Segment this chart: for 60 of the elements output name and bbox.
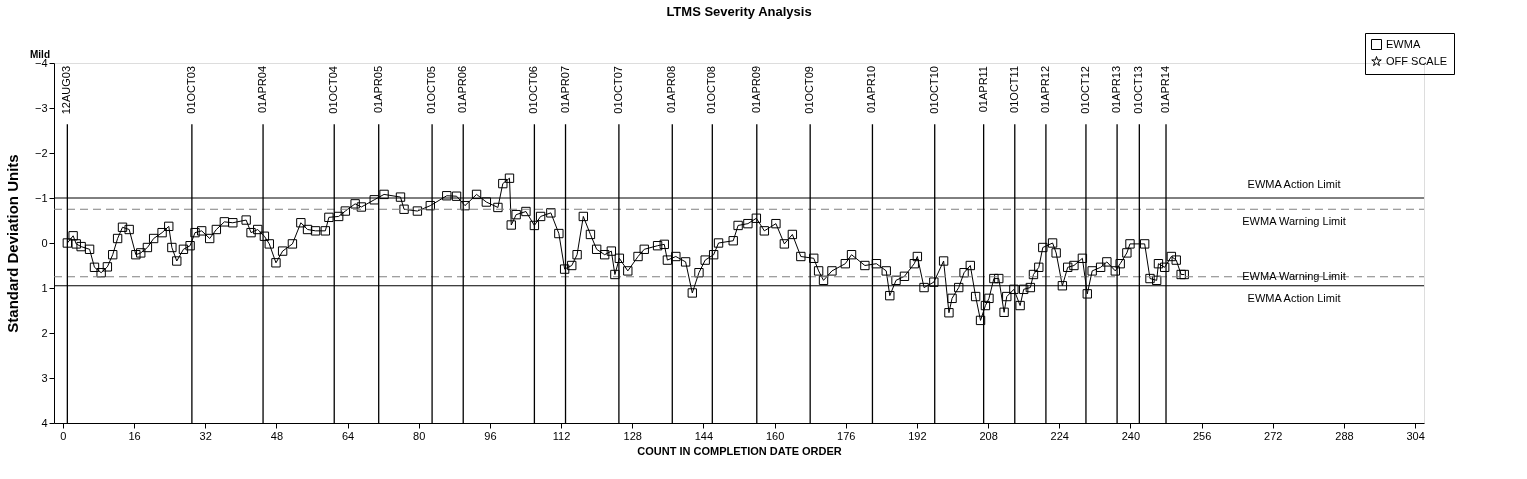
x-tick-label: 16 bbox=[128, 429, 141, 442]
ref-line-label: EWMA Action Limit bbox=[1247, 291, 1341, 304]
ref-line-label: 01OCT03 bbox=[184, 66, 197, 114]
ref-line-label: 01APR13 bbox=[1110, 66, 1123, 114]
ref-line-label: 01APR04 bbox=[256, 66, 269, 114]
x-tick-label: 256 bbox=[1192, 429, 1212, 442]
ref-line-label: EWMA Warning Limit bbox=[1242, 215, 1346, 228]
x-tick-label: 48 bbox=[270, 429, 284, 442]
x-tick-label: 96 bbox=[484, 429, 497, 442]
x-tick-label: 0 bbox=[60, 429, 67, 442]
ref-line-label: 01APR07 bbox=[558, 66, 571, 114]
y-tick-label: −3 bbox=[34, 101, 48, 114]
ref-line-label: 01APR08 bbox=[665, 66, 678, 114]
ref-line-label: 01OCT07 bbox=[611, 66, 624, 114]
y-tick-label: 2 bbox=[41, 326, 48, 339]
ref-line-label: 01APR10 bbox=[865, 66, 878, 114]
y-tick-label: 3 bbox=[41, 371, 48, 384]
ref-line-label: 01APR14 bbox=[1159, 66, 1172, 114]
ref-line-label: 01OCT09 bbox=[803, 66, 816, 114]
x-tick-label: 304 bbox=[1406, 429, 1425, 442]
ref-line-label: 01APR09 bbox=[749, 66, 762, 114]
x-tick-label: 32 bbox=[199, 429, 212, 442]
ref-line-label: 01APR12 bbox=[1038, 66, 1051, 114]
y-tick-label: 4 bbox=[41, 416, 48, 429]
x-tick-label: 192 bbox=[908, 429, 927, 442]
ref-line-label: 01APR06 bbox=[456, 66, 469, 114]
legend-label: OFF SCALE bbox=[1386, 54, 1448, 67]
ref-line-label: 01OCT04 bbox=[327, 66, 340, 114]
ref-line-label: 01OCT05 bbox=[425, 66, 438, 114]
y-tick-label: 0 bbox=[41, 236, 48, 249]
x-tick-label: 160 bbox=[765, 429, 785, 442]
x-tick-label: 144 bbox=[694, 429, 714, 442]
ref-line-label: 01OCT13 bbox=[1132, 66, 1145, 114]
y-tick-label: −1 bbox=[34, 191, 48, 204]
y-axis-title: Standard Deviation Units bbox=[3, 154, 21, 333]
x-tick-label: 288 bbox=[1335, 429, 1354, 442]
ref-line-label: 01OCT06 bbox=[527, 66, 540, 114]
x-tick-label: 128 bbox=[623, 429, 642, 442]
legend-label: EWMA bbox=[1386, 37, 1421, 50]
ref-line-label: EWMA Warning Limit bbox=[1242, 269, 1346, 282]
chart-title: LTMS Severity Analysis bbox=[666, 3, 812, 19]
x-tick-label: 112 bbox=[552, 429, 571, 442]
ref-line-label: 01OCT08 bbox=[705, 66, 718, 114]
x-tick-label: 224 bbox=[1050, 429, 1069, 442]
ref-line-label: 01OCT10 bbox=[927, 66, 940, 114]
ref-line-label: 01OCT11 bbox=[1007, 66, 1020, 113]
ref-line-label: 01APR11 bbox=[976, 66, 989, 113]
y-tick-label: −2 bbox=[34, 146, 48, 159]
x-tick-label: 64 bbox=[341, 429, 355, 442]
x-tick-label: 272 bbox=[1264, 429, 1283, 442]
x-tick-label: 240 bbox=[1121, 429, 1141, 442]
x-axis-title: COUNT IN COMPLETION DATE ORDER bbox=[637, 444, 842, 457]
ref-line-label: 12AUG03 bbox=[60, 66, 73, 115]
y-tick-label: 1 bbox=[41, 281, 48, 294]
x-tick-label: 208 bbox=[979, 429, 998, 442]
x-tick-label: 80 bbox=[413, 429, 426, 442]
ref-line-label: EWMA Action Limit bbox=[1247, 178, 1341, 190]
ref-line-label: 01OCT12 bbox=[1078, 66, 1091, 114]
ref-line-label: 01APR05 bbox=[371, 66, 384, 114]
x-tick-label: 176 bbox=[837, 429, 856, 442]
